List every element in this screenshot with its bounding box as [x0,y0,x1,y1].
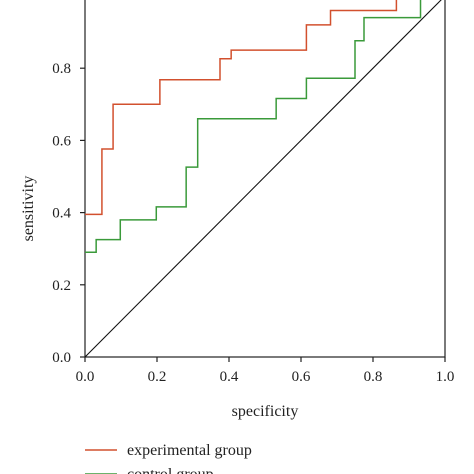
y-tick-label: 0.8 [52,61,71,77]
x-tick-label: 0.6 [292,369,311,385]
x-tick-label: 0.8 [364,369,383,385]
legend-label: control group [127,466,214,474]
legend: experimental group control group [85,442,252,474]
x-axis-label: specificity [232,403,299,420]
x-tick-label: 0.2 [148,369,167,385]
experimental-group-line [85,0,398,216]
labels-layer: 0.0 0.2 0.4 0.6 0.8 1.0 0.0 0.2 0.4 0.6 0.8 specifi… [20,61,454,420]
legend-label: experimental group [127,442,252,459]
y-tick-label: 0.4 [52,206,71,222]
series-layer [85,0,442,357]
x-tick-label: 0.4 [220,369,239,385]
axes [80,0,446,362]
y-tick-label: 0.2 [52,278,71,294]
x-tick-label: 1.0 [436,369,455,385]
control-group-line [85,0,422,254]
reference-diagonal-line [85,0,442,357]
plot-frame [84,0,446,358]
x-tick-label: 0.0 [76,369,95,385]
y-tick-label: 0.0 [52,350,71,366]
y-tick-label: 0.6 [52,133,71,149]
y-axis-label: sensitivity [20,176,37,242]
